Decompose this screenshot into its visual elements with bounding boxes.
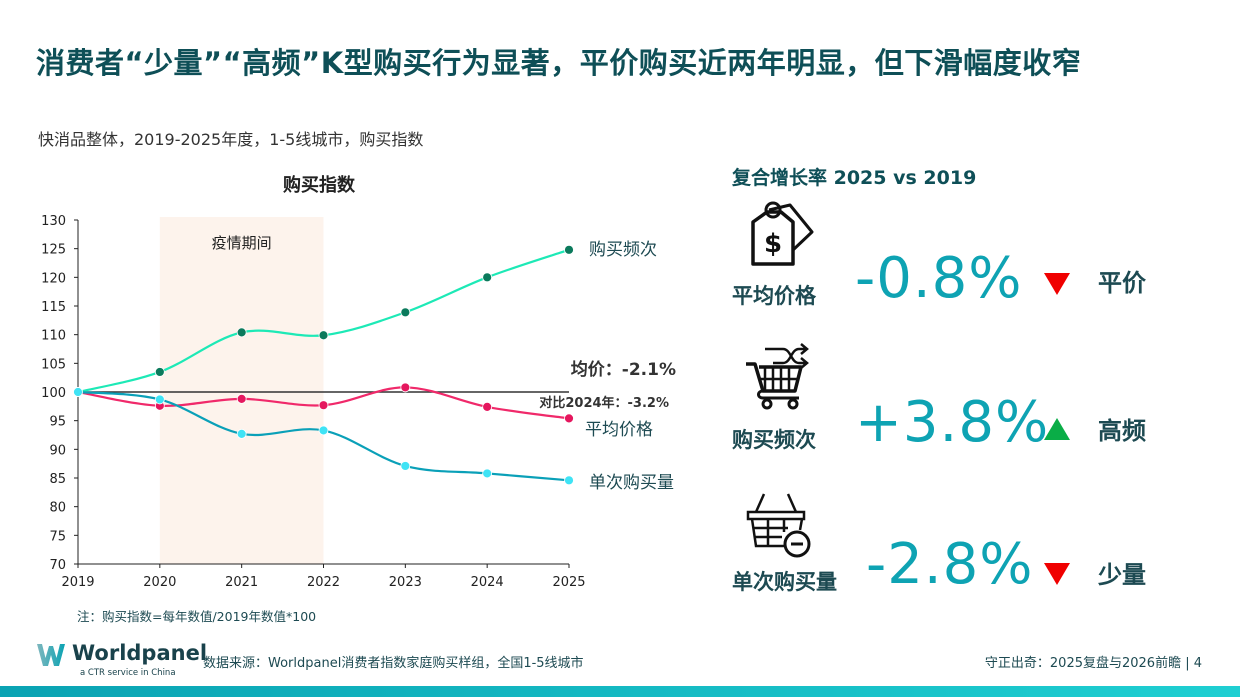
series-label: 单次购买量 (589, 473, 674, 493)
series-label: 平均价格 (585, 420, 653, 440)
page-subtitle: 快消品整体，2019-2025年度，1-5线城市，购买指数 (38, 130, 424, 149)
svg-text:$: $ (764, 229, 782, 259)
shopping-cart-shuffle-icon (746, 343, 809, 410)
data-point (236, 428, 247, 439)
vs-2024-annotation: 对比2024年：-3.2% (539, 395, 669, 411)
y-tick-label: 75 (49, 529, 66, 544)
metric-label-volume: 单次购买量 (732, 570, 837, 594)
data-point (400, 382, 411, 393)
metric-label-frequency: 购买频次 (732, 428, 816, 452)
data-point (564, 475, 574, 486)
data-point (482, 272, 493, 283)
data-point (154, 367, 165, 377)
y-tick-label: 120 (41, 271, 66, 286)
y-tick-label: 80 (49, 501, 66, 516)
shaded-region-label: 疫情期间 (212, 234, 272, 252)
logo-tagline: a CTR service in China (80, 668, 176, 678)
data-point (318, 400, 329, 411)
y-tick-label: 130 (41, 214, 66, 229)
worldpanel-logo (37, 644, 65, 666)
data-point (564, 244, 574, 255)
basket-minus-icon (746, 493, 811, 558)
pandemic-shaded-region (159, 217, 324, 564)
data-point (400, 307, 411, 318)
purchase-index-chart: 疫情期间 70 75 80 85 90 95 100 105 110 115 120 125 130 201… (41, 214, 676, 590)
y-tick-label: 70 (49, 558, 66, 573)
metric-tag-avg-price: 平价 (1098, 269, 1146, 297)
down-arrow-icon (1044, 273, 1070, 295)
footer-page-info: 守正出奇：2025复盘与2026前瞻 | 4 (984, 656, 1202, 671)
data-source: 数据来源：Worldpanel消费者指数家庭购买样组，全国1-5线城市 (203, 656, 584, 671)
cagr-title: 复合增长率 2025 vs 2019 (732, 167, 977, 189)
chart-title: 购买指数 (283, 175, 355, 196)
data-point (482, 402, 493, 412)
data-point (318, 330, 329, 341)
logo-wordmark: Worldpanel (72, 641, 208, 665)
x-tick-label: 2020 (143, 575, 176, 590)
y-tick-label: 95 (49, 415, 66, 430)
data-point (236, 393, 247, 404)
data-point (318, 425, 329, 436)
data-point (564, 413, 574, 424)
x-tick-label: 2025 (552, 575, 585, 590)
metric-value-avg-price: -0.8% (855, 246, 1023, 311)
data-point (154, 394, 165, 405)
bottom-bar (0, 686, 1240, 697)
y-tick-label: 110 (41, 329, 66, 344)
x-tick-label: 2023 (389, 575, 422, 590)
metric-label-avg-price: 平均价格 (732, 284, 816, 308)
y-tick-label: 105 (41, 357, 66, 372)
metric-value-frequency: +3.8% (855, 390, 1050, 455)
x-tick-label: 2024 (471, 575, 504, 590)
data-point (400, 461, 411, 471)
metric-value-volume: -2.8% (866, 532, 1034, 597)
metric-tag-frequency: 高频 (1098, 417, 1146, 445)
chart-note: 注：购买指数=每年数值/2019年数值*100 (77, 609, 317, 624)
data-point (482, 468, 493, 479)
y-tick-label: 125 (41, 243, 66, 258)
up-arrow-icon (1044, 418, 1070, 440)
y-tick-label: 100 (41, 386, 66, 401)
page-title: 消费者“少量”“高频”K型购买行为显著，平价购买近两年明显，但下滑幅度收窄 (36, 46, 1082, 80)
x-tick-label: 2019 (61, 575, 94, 590)
y-tick-label: 115 (41, 300, 66, 315)
y-tick-label: 90 (49, 443, 66, 458)
x-tick-label: 2022 (307, 575, 340, 590)
metric-tag-volume: 少量 (1098, 561, 1146, 589)
series-label: 购买频次 (589, 240, 657, 260)
y-tick-label: 85 (49, 472, 66, 487)
data-point (73, 387, 83, 397)
avg-price-annotation: 均价：-2.1% (571, 359, 676, 380)
price-tag-icon: $ (751, 201, 814, 266)
data-point (236, 327, 247, 338)
x-tick-label: 2021 (225, 575, 258, 590)
down-arrow-icon (1044, 563, 1070, 585)
